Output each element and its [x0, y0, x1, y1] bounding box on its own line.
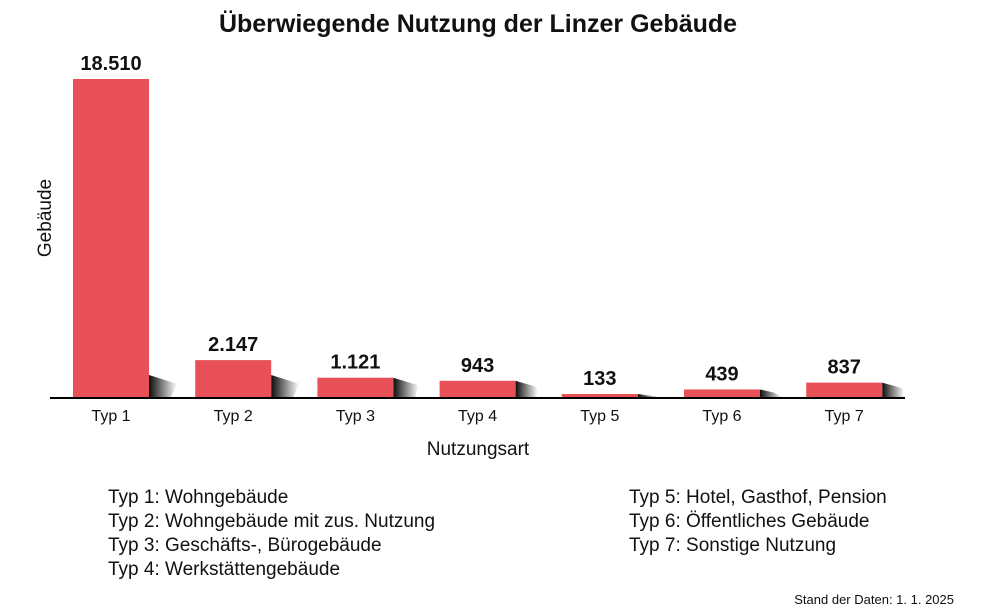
- legend-item: Typ 4: Werkstättengebäude: [108, 559, 341, 580]
- x-tick-label: Typ 4: [458, 408, 497, 425]
- bar-shadow: [271, 375, 300, 397]
- legend-item: Typ 6: Öffentliches Gebäude: [629, 511, 870, 532]
- y-axis-label: Gebäude: [35, 179, 56, 257]
- x-tick-label: Typ 3: [336, 408, 375, 425]
- bar-shadow: [149, 375, 177, 397]
- x-tick-label: Typ 1: [91, 408, 130, 425]
- legend-item: Typ 5: Hotel, Gasthof, Pension: [629, 487, 887, 508]
- value-label: 837: [828, 357, 861, 379]
- legend-item: Typ 3: Geschäfts-, Bürogebäude: [108, 535, 382, 556]
- bar-shadow: [515, 380, 538, 397]
- legend-item: Typ 2: Wohngebäude mit zus. Nutzung: [108, 511, 436, 532]
- bar-shadow: [637, 394, 660, 397]
- bar-typ-1: [73, 79, 149, 397]
- bar-shadow: [760, 389, 782, 397]
- x-tick-label: Typ 2: [214, 408, 253, 425]
- bar-typ-3: [317, 377, 394, 397]
- value-label: 439: [705, 363, 738, 385]
- x-tick-label: Typ 5: [580, 408, 619, 425]
- bar-typ-4: [439, 380, 516, 397]
- value-label: 1.121: [330, 352, 380, 374]
- bar-typ-6: [684, 389, 760, 397]
- x-tick-label: Typ 6: [702, 408, 741, 425]
- legend-left: Typ 1: Wohngebäude Typ 2: Wohngebäude mi…: [108, 486, 435, 582]
- bar-typ-2: [195, 360, 272, 397]
- value-label: 2.147: [208, 334, 258, 356]
- chart-title: Überwiegende Nutzung der Linzer Gebäude: [218, 10, 738, 38]
- data-date-footnote: Stand der Daten: 1. 1. 2025: [794, 592, 954, 607]
- legend-item: Typ 7: Sonstige Nutzung: [629, 535, 837, 556]
- bar-shadow: [882, 382, 905, 397]
- bar-chart: 18.510 2.147 1.121 943 133 439 837 Typ 1 Typ 2 T…: [35, 53, 905, 460]
- bar-typ-5: [561, 394, 638, 397]
- legend-item: Typ 1: Wohngebäude: [108, 487, 289, 508]
- value-label: 943: [461, 355, 494, 377]
- x-tick-label: Typ 7: [825, 408, 864, 425]
- bar-shadow: [393, 377, 419, 397]
- value-label: 133: [583, 368, 616, 390]
- legend-right: Typ 5: Hotel, Gasthof, Pension Typ 6: Öf…: [629, 486, 887, 558]
- value-label: 18.510: [80, 53, 141, 75]
- bar-typ-7: [806, 382, 883, 397]
- x-axis-label: Nutzungsart: [427, 439, 530, 460]
